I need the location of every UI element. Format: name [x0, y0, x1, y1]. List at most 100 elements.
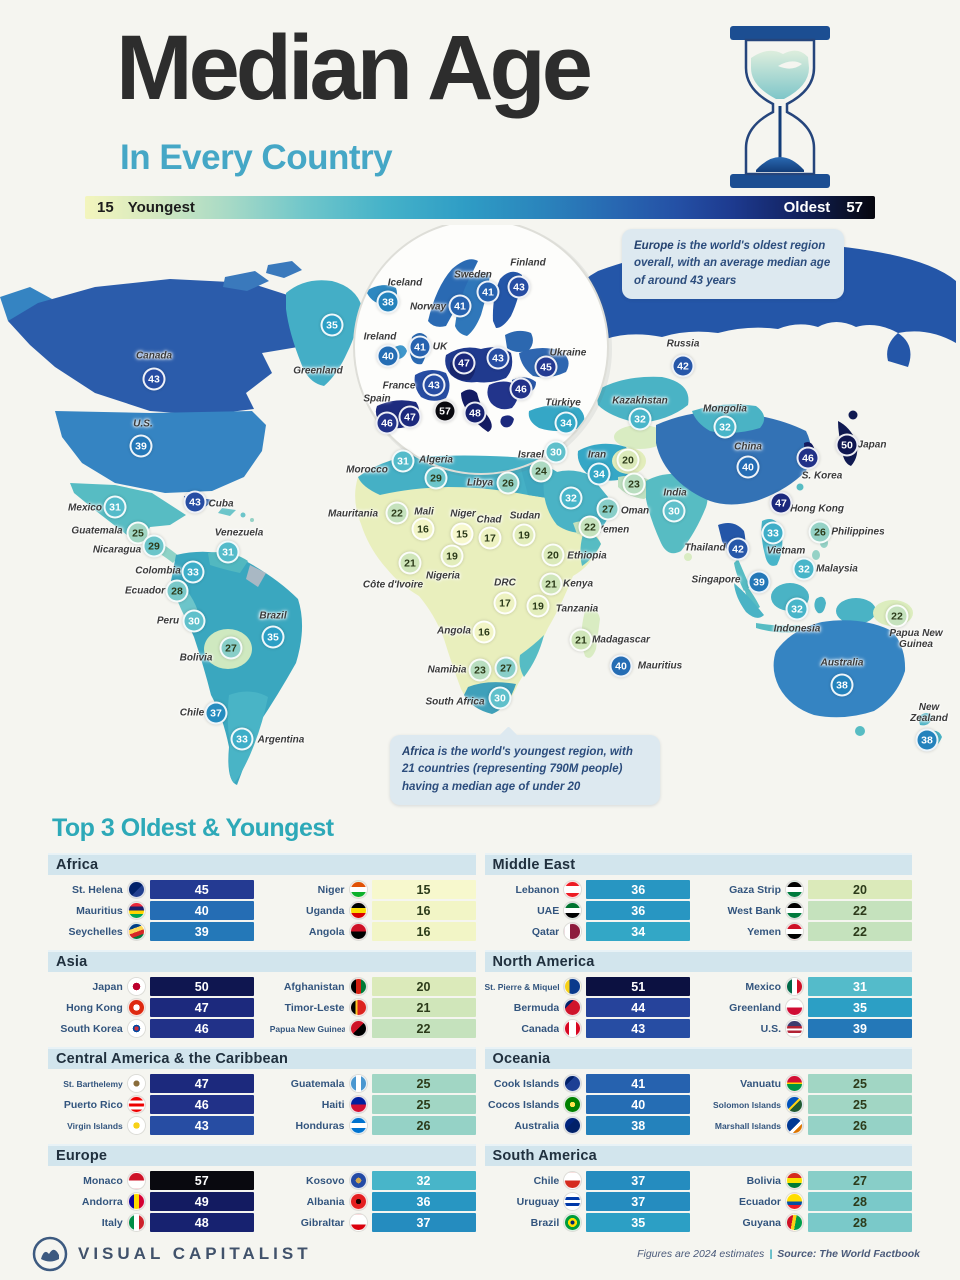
country-value-bar: 47	[149, 1074, 254, 1093]
map-label-namibia: Namibia	[427, 664, 467, 676]
map-label-thailand: Thailand	[684, 542, 726, 554]
angola-flag-icon	[349, 923, 367, 940]
country-value-bar: 22	[371, 1019, 476, 1038]
country-row-solomon-islands: Solomon Islands 25	[706, 1095, 912, 1114]
map-label-spain: Spain	[363, 393, 391, 405]
country-row-u-s: U.S. 39	[706, 1019, 912, 1038]
country-name: Yemen	[747, 925, 781, 938]
country-value-bar: 16	[371, 922, 476, 941]
header: Median Age In Every Country	[0, 0, 960, 196]
country-row-bolivia: Bolivia 27	[706, 1171, 912, 1190]
marshall-islands-flag-icon	[786, 1117, 803, 1134]
qatar-flag-icon	[564, 923, 582, 940]
map-badge-ecuador: 28	[165, 579, 189, 603]
country-name: Uganda	[305, 904, 345, 917]
region-header-africa: Africa	[48, 853, 476, 875]
country-name: Greenland	[729, 1001, 781, 1014]
lebanon-flag-icon	[564, 881, 582, 898]
page-title: Median Age	[116, 17, 593, 119]
country-name: UAE	[537, 904, 560, 917]
map-label-nicaragua: Nicaragua	[92, 544, 142, 556]
map-label-venezuela: Venezuela	[214, 527, 264, 539]
country-value-bar: 43	[149, 1116, 254, 1135]
country-name: South Korea	[60, 1022, 123, 1035]
country-name: Ecuador	[738, 1195, 781, 1208]
yemen-flag-icon	[786, 923, 803, 940]
region-header-asia: Asia	[48, 950, 476, 972]
map-badge-chile: 37	[204, 701, 228, 725]
country-row-timor-leste: Timor-Leste 21	[270, 998, 476, 1017]
country-row-uae: UAE 36	[485, 901, 691, 920]
region-section-middle-east: Middle East Lebanon 36 UAE 36 Qatar 34 Gaza Str…	[484, 853, 912, 943]
country-name: Kosovo	[305, 1174, 345, 1187]
virgin-islands-flag-icon	[127, 1117, 145, 1134]
country-name: West Bank	[727, 904, 782, 917]
map-label-south-africa: South Africa	[425, 696, 485, 708]
map-label-kazakhstan: Kazakhstan	[612, 395, 668, 407]
country-name: Virgin Islands	[67, 1120, 123, 1131]
country-name: Marshall Islands	[714, 1120, 781, 1131]
country-row-kosovo: Kosovo 32	[270, 1171, 476, 1190]
map-label-mexico: Mexico	[68, 502, 102, 514]
page-subtitle: In Every Country	[120, 138, 393, 177]
map-badge-ukraine: 45	[534, 355, 558, 379]
map-badge-mongolia: 32	[713, 415, 737, 439]
map-badge-v628-235: 20	[616, 448, 640, 472]
map-badge-libya: 26	[496, 471, 520, 495]
map-label-mali: Mali	[414, 506, 434, 518]
map-label-philippines: Philippines	[831, 526, 885, 538]
map-label-ireland: Ireland	[363, 331, 397, 343]
country-value-bar: 31	[808, 977, 912, 996]
country-name: Puerto Rico	[63, 1098, 123, 1111]
cook-islands-flag-icon	[564, 1075, 582, 1092]
map-label-japan: Japan	[857, 439, 887, 451]
country-row-uganda: Uganda 16	[270, 901, 476, 920]
youngest-column: Bolivia 27 Ecuador 28 Guyana 28	[706, 1171, 912, 1234]
west-bank-flag-icon	[786, 902, 803, 919]
hourglass-icon	[730, 26, 830, 188]
map-label-malaysia: Malaysia	[816, 563, 858, 575]
map-label-singapore: Singapore	[691, 574, 741, 586]
map-badge-namibia: 23	[468, 658, 492, 682]
map-badge-chad: 17	[478, 526, 502, 550]
map-label-u-s: U.S.	[133, 418, 153, 430]
map-label-mauritius: Mauritius	[637, 660, 683, 672]
country-name: Andorra	[81, 1195, 123, 1208]
country-name: Cook Islands	[493, 1077, 560, 1090]
country-value-bar: 57	[149, 1171, 254, 1190]
country-value-bar: 37	[586, 1171, 691, 1190]
honduras-flag-icon	[349, 1117, 367, 1134]
region-section-asia: Asia Japan 50 Hong Kong 47 South Korea 46 Afgha…	[48, 950, 476, 1040]
country-row-qatar: Qatar 34	[485, 922, 691, 941]
map-badge-hong-kong: 47	[769, 491, 793, 515]
map-badge-vietnam: 33	[761, 521, 785, 545]
canada-flag-icon	[564, 1020, 582, 1037]
greenland-flag-icon	[786, 999, 803, 1016]
country-value-bar: 49	[149, 1192, 254, 1211]
map-label-sweden: Sweden	[454, 269, 492, 281]
country-name: Australia	[514, 1119, 560, 1132]
map-label-australia: Australia	[820, 657, 864, 669]
map-badge-norway: 41	[448, 294, 472, 318]
map-badge-philippines: 26	[808, 520, 832, 544]
country-value-bar: 40	[586, 1095, 691, 1114]
region-header-middle-east: Middle East	[484, 853, 912, 875]
map-badge-malaysia: 32	[792, 557, 816, 581]
map-badge-angola: 16	[472, 620, 496, 644]
country-row-st-barthelemy: St. Barthelemy 47	[48, 1074, 254, 1093]
country-value-bar: 50	[149, 977, 254, 996]
country-value-bar: 21	[371, 998, 476, 1017]
map-label-greenland: Greenland	[293, 365, 343, 377]
country-row-canada: Canada 43	[485, 1019, 691, 1038]
st-helena-flag-icon	[127, 881, 145, 898]
youngest-column: Gaza Strip 20 West Bank 22 Yemen 22	[706, 880, 912, 943]
country-row-gibraltar: Gibraltar 37	[270, 1213, 476, 1232]
country-row-cook-islands: Cook Islands 41	[485, 1074, 691, 1093]
map-badge-nicaragua: 29	[142, 534, 166, 558]
brazil-flag-icon	[564, 1214, 582, 1231]
map-badge-niger: 15	[450, 522, 474, 546]
country-row-brazil: Brazil 35	[485, 1213, 691, 1232]
south-korea-flag-icon	[127, 1020, 145, 1037]
map-badge-v475-188: 48	[463, 401, 487, 425]
country-name: Haiti	[321, 1098, 345, 1111]
